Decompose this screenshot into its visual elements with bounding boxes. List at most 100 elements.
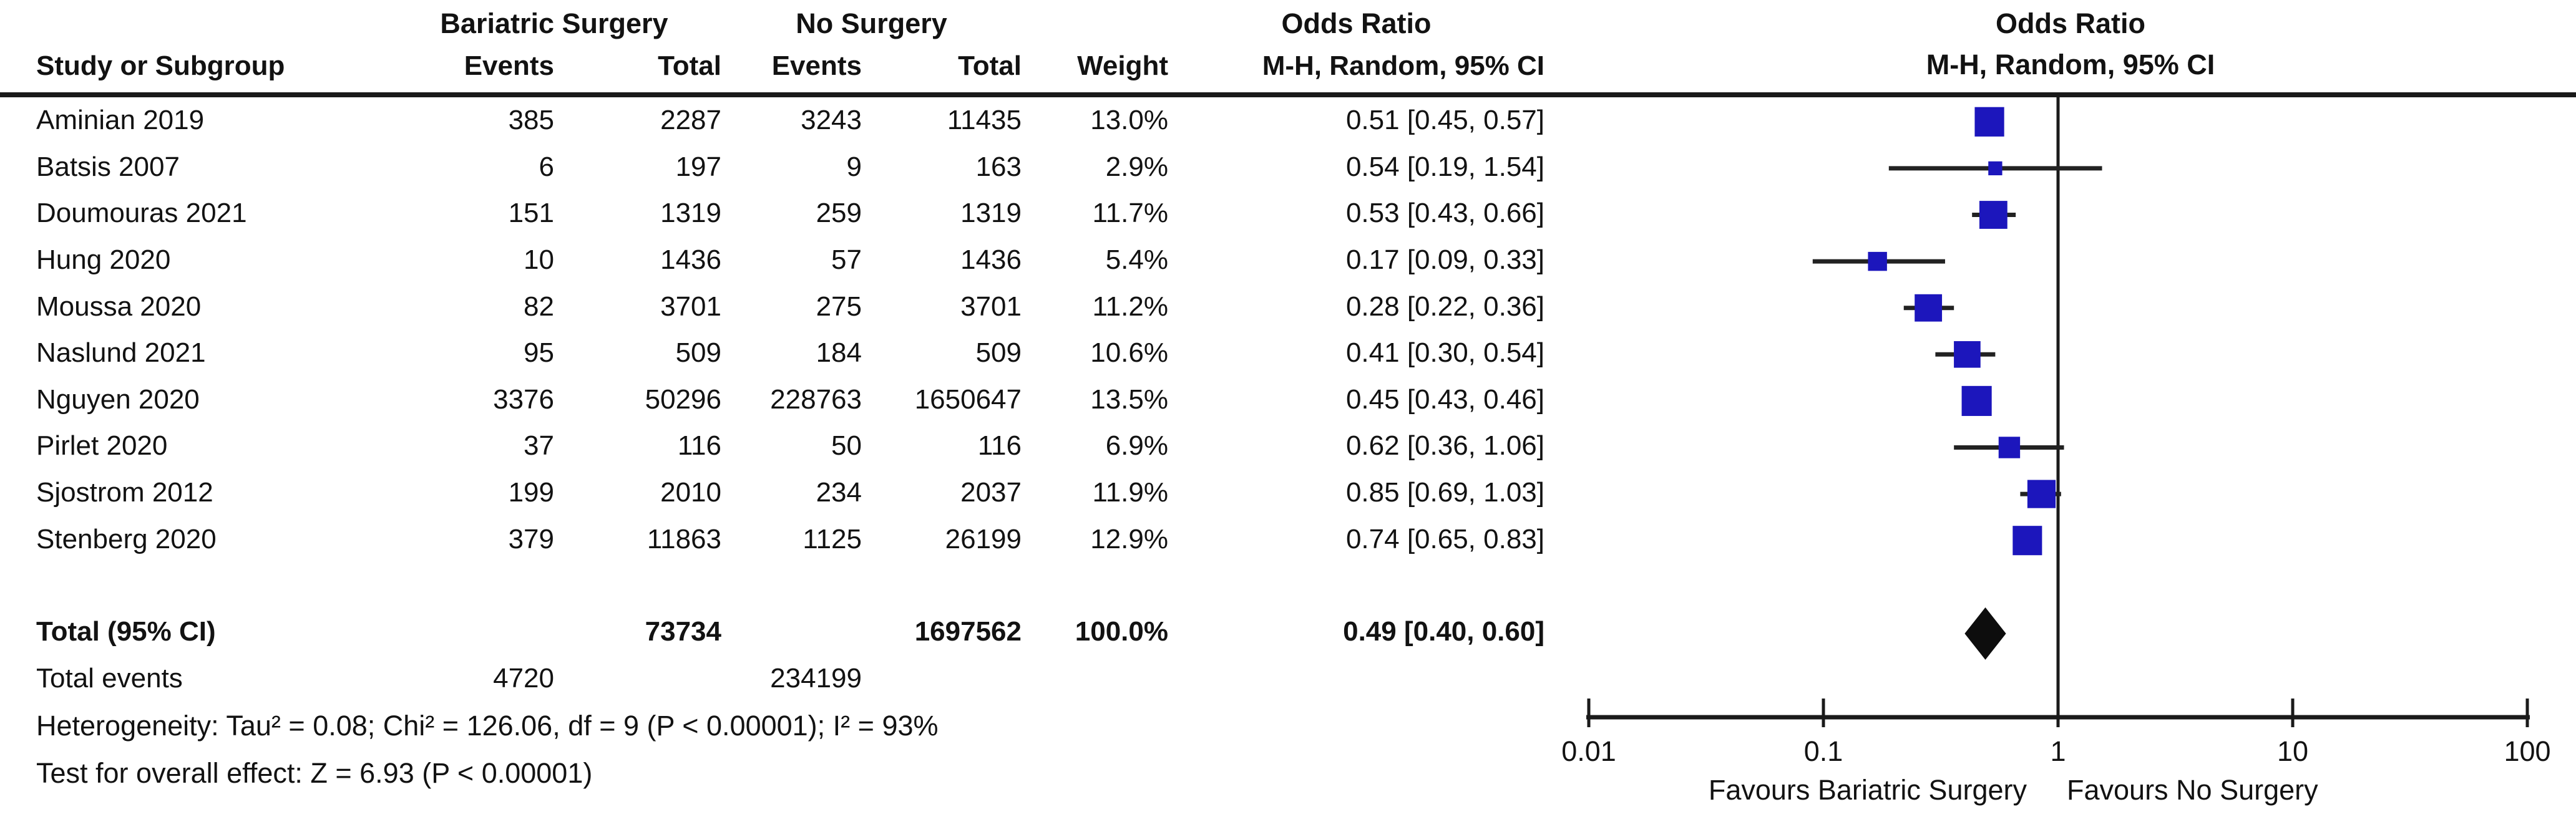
column-header-surgery-total: Total [658,51,721,81]
nosurgery-events-value: 3243 [801,105,862,136]
nosurgery-events-value: 184 [816,337,862,369]
study-name: Stenberg 2020 [36,523,217,554]
odds-ratio-square [1974,107,2004,137]
surgery-events-value: 37 [524,430,554,462]
study-name: Doumouras 2021 [36,198,247,229]
study-name: Hung 2020 [36,244,171,276]
study-row: Aminian 2019 385 2287 3243 11435 13.0% 0… [0,97,1544,144]
odds-ratio-ci-text: 0.41 [0.30, 0.54] [1345,337,1544,369]
total-odds-ratio-ci: 0.49 [0.40, 0.60] [1343,616,1544,647]
column-header-mh-ci: M-H, Random, 95% CI [1262,51,1544,81]
odds-ratio-square [2027,480,2056,508]
surgery-total-value: 197 [675,151,721,182]
surgery-events-value: 82 [524,291,554,322]
study-name: Naslund 2021 [36,337,206,369]
odds-ratio-ci-text: 0.85 [0.69, 1.03] [1345,477,1544,508]
header-odds-ratio-text-column: Odds Ratio [1281,7,1432,39]
nosurgery-total-value: 1319 [960,198,1022,229]
overall-effect-test: Test for overall effect: Z = 6.93 (P < 0… [36,757,593,789]
study-name: Moussa 2020 [36,291,202,322]
column-header-row: Study or Subgroup Events Total Events To… [0,46,1544,86]
total-events-nosurgery-value: 234199 [770,662,862,694]
study-row: Doumouras 2021 151 1319 259 1319 11.7% 0… [0,190,1544,237]
nosurgery-total-value: 163 [975,151,1022,182]
study-row: Stenberg 2020 379 11863 1125 26199 12.9%… [0,516,1544,563]
header-separator-rule [0,92,2576,97]
odds-ratio-ci-text: 0.62 [0.36, 1.06] [1345,430,1544,462]
study-row: Sjostrom 2012 199 2010 234 2037 11.9% 0.… [0,470,1544,516]
nosurgery-events-value: 275 [816,291,862,322]
nosurgery-events-value: 259 [816,198,862,229]
header-group-no-surgery: No Surgery [796,7,947,39]
odds-ratio-ci-text: 0.74 [0.65, 0.83] [1345,523,1544,554]
nosurgery-total-value: 509 [975,337,1022,369]
favours-left-label: Favours Bariatric Surgery [1709,774,2027,806]
study-row: Nguyen 2020 3376 50296 228763 1650647 13… [0,377,1544,423]
study-name: Sjostrom 2012 [36,477,213,508]
column-header-surgery-events: Events [464,51,554,81]
odds-ratio-square [1961,385,1992,416]
nosurgery-total-value: 26199 [945,523,1022,554]
odds-ratio-square [1954,341,1981,368]
column-header-weight: Weight [1077,51,1168,81]
nosurgery-total-value: 11435 [947,105,1022,136]
surgery-events-value: 95 [524,337,554,369]
study-name: Nguyen 2020 [36,384,200,415]
total-events-row: Total events 4720 234199 [0,655,1544,702]
weight-value: 2.9% [1105,151,1168,182]
column-header-mh-ci-plot: M-H, Random, 95% CI [1926,49,2215,80]
weight-value: 5.4% [1105,244,1168,276]
odds-ratio-ci-text: 0.51 [0.45, 0.57] [1345,105,1544,136]
heterogeneity-statistics: Heterogeneity: Tau² = 0.08; Chi² = 126.0… [36,710,939,742]
surgery-total-value: 2010 [660,477,721,508]
odds-ratio-square [1868,251,1887,271]
weight-value: 6.9% [1105,430,1168,462]
x-axis-tick-label: 100 [2504,735,2550,767]
nosurgery-total-value: 2037 [960,477,1022,508]
total-row: Total (95% CI) 73734 1697562 100.0% 0.49… [0,608,1544,655]
surgery-events-value: 151 [508,198,554,229]
x-axis-tick-label: 0.1 [1804,735,1843,767]
nosurgery-events-value: 234 [816,477,862,508]
total-label: Total (95% CI) [36,616,216,647]
odds-ratio-square [2012,526,2042,556]
weight-value: 10.6% [1090,337,1168,369]
x-axis-tick-label: 1 [2050,735,2066,767]
weight-value: 11.2% [1092,291,1169,322]
nosurgery-events-value: 228763 [770,384,862,415]
nosurgery-events-value: 50 [831,430,862,462]
total-surgery-total: 73734 [645,616,721,647]
surgery-events-value: 10 [524,244,554,276]
column-header-study: Study or Subgroup [36,51,285,81]
surgery-total-value: 2287 [660,105,721,136]
odds-ratio-square [1998,437,2021,458]
odds-ratio-ci-text: 0.53 [0.43, 0.66] [1345,198,1544,229]
column-header-nosurgery-events: Events [771,51,862,81]
odds-ratio-square [1988,161,2003,176]
x-axis-tick-label: 0.01 [1561,735,1616,767]
study-row: Naslund 2021 95 509 184 509 10.6% 0.41 [… [0,330,1544,377]
surgery-events-value: 6 [539,151,554,182]
surgery-events-value: 199 [508,477,554,508]
odds-ratio-square [1915,294,1943,322]
weight-value: 11.7% [1092,198,1169,229]
nosurgery-total-value: 3701 [960,291,1022,322]
surgery-events-value: 385 [508,105,554,136]
header-group-bariatric-surgery: Bariatric Surgery [440,7,668,39]
study-row: Batsis 2007 6 197 9 163 2.9% 0.54 [0.19,… [0,144,1544,191]
nosurgery-events-value: 9 [846,151,862,182]
total-weight: 100.0% [1075,616,1168,647]
surgery-events-value: 3376 [493,384,554,415]
study-name: Pirlet 2020 [36,430,168,462]
surgery-total-value: 509 [675,337,721,369]
odds-ratio-ci-text: 0.28 [0.22, 0.36] [1345,291,1544,322]
odds-ratio-ci-text: 0.54 [0.19, 1.54] [1345,151,1544,182]
study-name: Batsis 2007 [36,151,180,182]
odds-ratio-ci-text: 0.17 [0.09, 0.33] [1345,244,1544,276]
total-events-label: Total events [36,662,183,694]
surgery-total-value: 3701 [660,291,721,322]
surgery-total-value: 1436 [660,244,721,276]
weight-value: 13.5% [1090,384,1168,415]
